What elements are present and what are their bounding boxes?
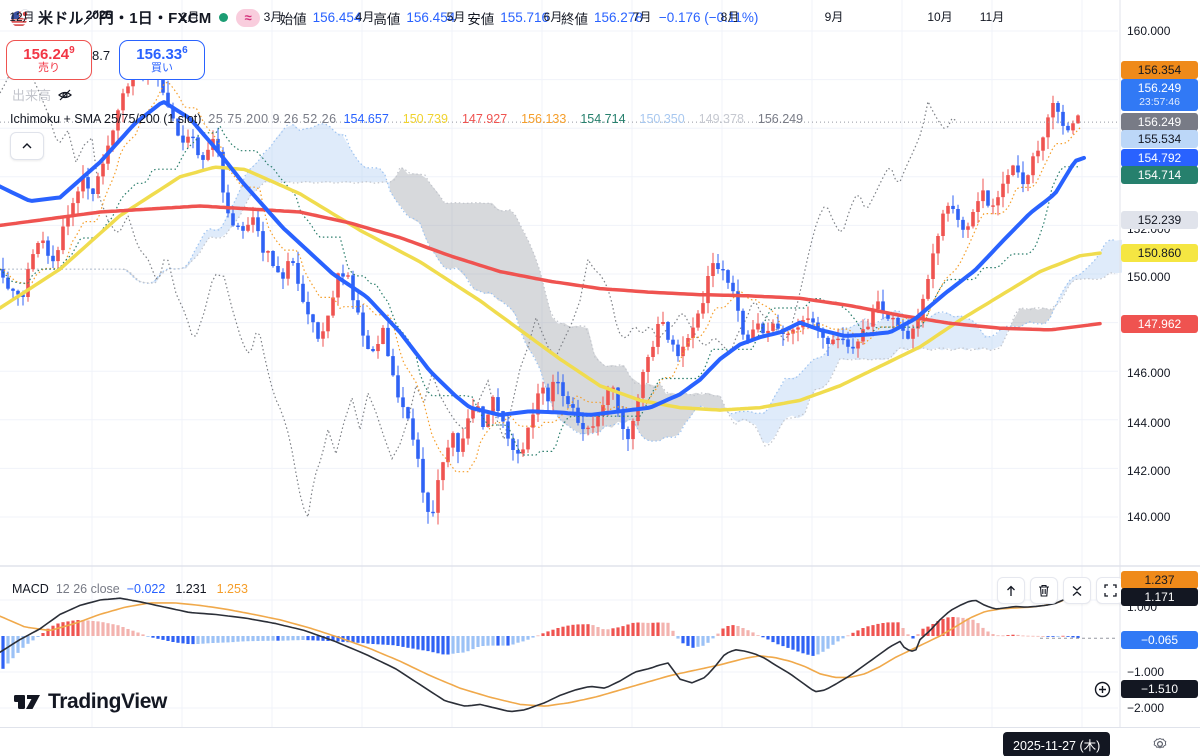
macd-params: 12 26 close [55, 582, 120, 596]
price-axis-label: 144.000 [1127, 416, 1171, 430]
price-axis-label: 140.000 [1127, 510, 1171, 524]
price-axis-label: 146.000 [1127, 366, 1171, 380]
collapse-pane-button[interactable] [10, 132, 44, 160]
price-axis-label: −1.000 [1127, 665, 1165, 679]
indicator-legend[interactable]: Ichimoku + SMA 25/75/200 (1 slot) 25 75 … [10, 112, 803, 126]
ohlc-value-3: 156.278 [594, 10, 643, 25]
tradingview-wordmark: TradingView [48, 690, 167, 713]
spread-value: 8.7 [92, 48, 111, 63]
price-axis-badge: 1.237 [1121, 571, 1198, 589]
time-axis-label: 3月 [263, 10, 283, 24]
change-value: −0.176 (−0.11%) [658, 10, 759, 25]
crosshair-date-badge: 2025-11-27 (木) [1003, 732, 1111, 756]
indicator-params: 25 75 200 9 26 52 26 [208, 112, 337, 126]
price-axis-badge: 152.239 [1121, 211, 1198, 229]
price-axis-badge: 154.792 [1121, 149, 1198, 167]
time-axis-label: 8月 [720, 10, 740, 24]
price-axis-badge: 150.860 [1121, 244, 1198, 262]
time-axis-label: 12月 [9, 10, 35, 24]
eye-off-icon[interactable] [57, 87, 73, 103]
time-axis-label: 2025 [85, 8, 113, 22]
market-status-dot[interactable] [219, 13, 229, 22]
price-axis-badge: 156.354 [1121, 61, 1198, 79]
collapse-pane-icon-button[interactable] [1063, 577, 1091, 604]
sell-price-sup: 9 [69, 44, 75, 56]
buy-label: 買い [151, 61, 173, 74]
indicator-value-3: 156.133 [521, 112, 567, 126]
ohlc-label-0: 始値 [279, 11, 307, 27]
buy-button[interactable]: 156.336 買い [119, 40, 205, 80]
add-alert-plus-icon[interactable] [1094, 681, 1111, 703]
ohlc-label-1: 高値 [373, 11, 401, 27]
ohlc-value-2: 155.716 [500, 10, 550, 25]
price-axis-label: 160.000 [1127, 24, 1171, 38]
indicator-value-2: 147.927 [461, 112, 508, 126]
time-axis-label: 4月 [355, 10, 375, 24]
indicator-value-4: 154.714 [580, 112, 626, 126]
symbol-header: 米ドル／円・1日・FXCM ≈ 始値 156.454 高値 156.454 安値 155.… [10, 7, 758, 28]
ohlc-label-2: 安値 [467, 11, 495, 27]
axis-settings-gear-icon[interactable] [1151, 735, 1169, 756]
sell-price: 156.24 [23, 45, 70, 63]
volume-label: 出来高 [12, 88, 52, 103]
symbol-pair-flag-icon [11, 8, 30, 27]
ohlc-row: 始値 156.454 高値 156.454 安値 155.716 終値 156.278 [280, 8, 649, 28]
macd-pane-toolbar [997, 577, 1124, 604]
indicator-values: 154.657 150.739 147.927 156.133 154.714 150.3… [344, 112, 804, 126]
move-pane-up-button[interactable] [997, 577, 1025, 604]
macd-title[interactable]: MACD [12, 582, 49, 596]
ohlc-value-0: 156.454 [312, 10, 362, 25]
indicator-value-6: 149.378 [698, 112, 744, 126]
time-axis-label: 6月 [543, 10, 563, 24]
indicator-value-1: 150.739 [402, 112, 448, 126]
symbol-title[interactable]: 米ドル／円・1日・FXCM [38, 10, 212, 27]
indicator-value-5: 150.350 [639, 112, 685, 126]
price-axis-badge: −0.065 [1121, 631, 1198, 649]
time-axis-label: 7月 [632, 10, 652, 24]
delayed-data-badge[interactable]: ≈ [236, 8, 260, 27]
time-axis-label: 2月 [180, 10, 200, 24]
time-axis-label: 11月 [979, 10, 1005, 24]
price-axis-badge: 154.714 [1121, 166, 1198, 184]
sell-label: 売り [38, 61, 60, 74]
sell-button[interactable]: 156.249 売り [6, 40, 92, 80]
macd-value-2: 1.253 [216, 582, 248, 596]
indicator-value-7: 156.249 [757, 112, 804, 126]
price-axis-label: 150.000 [1127, 270, 1171, 284]
price-axis-badge: 1.171 [1121, 588, 1198, 606]
time-axis-label: 5月 [446, 10, 466, 24]
ohlc-value-1: 156.454 [406, 10, 456, 25]
macd-value-1: 1.231 [175, 582, 207, 596]
tradingview-mark-icon [14, 695, 40, 709]
indicator-title[interactable]: Ichimoku + SMA 25/75/200 (1 slot) [10, 112, 202, 126]
buy-price: 156.33 [136, 45, 183, 63]
price-axis-badge: 155.534 [1121, 130, 1198, 148]
tradingview-logo[interactable]: TradingView [14, 690, 167, 714]
volume-indicator-row[interactable]: 出来高 [12, 85, 73, 104]
price-axis-label: −2.000 [1127, 701, 1165, 715]
price-axis-badge: 156.249 23:57:46 [1121, 79, 1198, 111]
macd-value-0: −0.022 [126, 582, 166, 596]
indicator-value-0: 154.657 [343, 112, 389, 126]
delete-pane-button[interactable] [1030, 577, 1058, 604]
price-axis-badge: 156.249 [1121, 113, 1198, 131]
buy-price-sup: 6 [182, 44, 188, 56]
macd-values: −0.022 1.231 1.253 [127, 582, 248, 596]
time-axis[interactable] [0, 727, 1200, 756]
price-axis-badge: 147.962 [1121, 315, 1198, 333]
time-axis-label: 10月 [927, 10, 953, 24]
maximize-pane-button[interactable] [1096, 577, 1124, 604]
time-axis-label: 9月 [824, 10, 844, 24]
price-axis-badge: −1.510 [1121, 680, 1198, 698]
price-axis-label: 142.000 [1127, 464, 1171, 478]
ohlc-label-3: 終値 [561, 11, 589, 27]
macd-legend[interactable]: MACD 12 26 close −0.022 1.231 1.253 [12, 582, 248, 596]
